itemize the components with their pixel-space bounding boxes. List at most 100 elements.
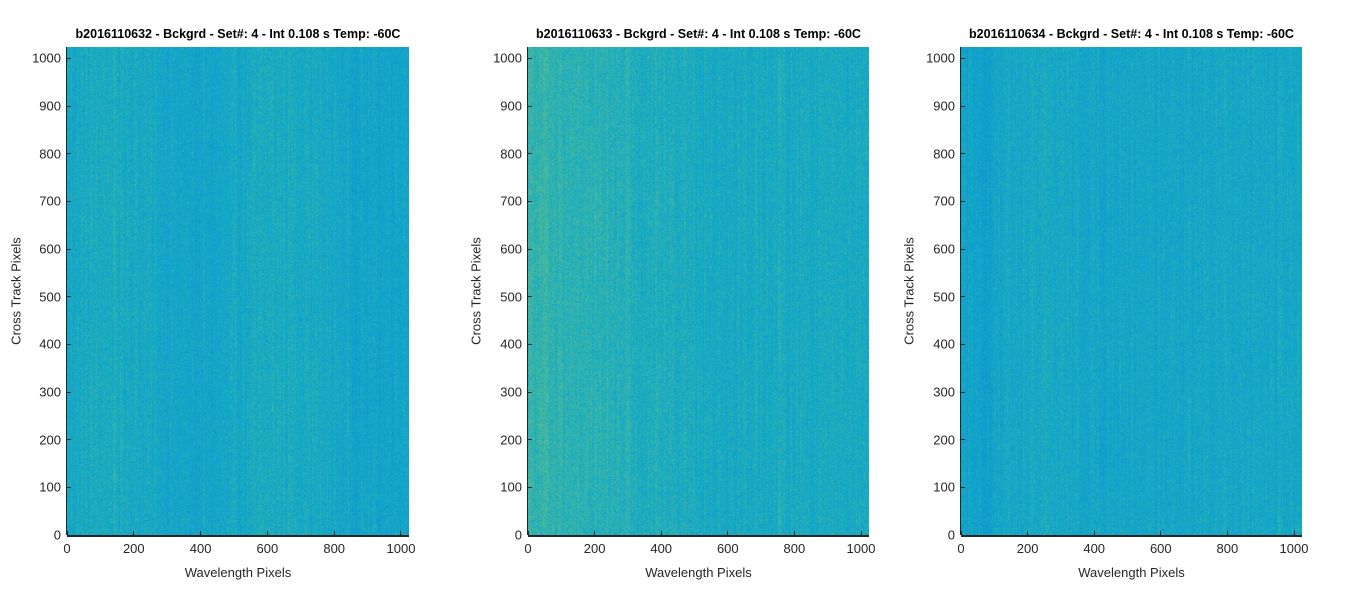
x-axis-label: Wavelength Pixels: [1078, 565, 1185, 580]
x-tick-label: 1000: [846, 541, 876, 556]
chart-title: b2016110633 - Bckgrd - Set#: 4 - Int 0.1…: [536, 27, 861, 41]
y-tick: [67, 200, 71, 202]
y-tick: [67, 296, 71, 298]
x-tick: [1293, 531, 1295, 535]
x-axis-line: [961, 535, 1302, 537]
y-tick: [67, 439, 71, 441]
y-tick-label: 500: [500, 289, 522, 305]
x-tick-label: 200: [1016, 541, 1039, 556]
x-tick-label: 0: [524, 541, 532, 556]
x-tick: [133, 531, 135, 535]
y-tick-label: 600: [500, 241, 522, 257]
x-tick-label: 400: [189, 541, 212, 556]
y-tick-label: 1000: [32, 50, 61, 66]
y-tick-label: 300: [500, 384, 522, 400]
y-tick-label: 1000: [493, 50, 522, 66]
x-tick-label: 400: [650, 541, 673, 556]
y-tick-label: 700: [39, 193, 61, 209]
y-tick: [67, 391, 71, 393]
y-tick-label: 700: [933, 193, 955, 209]
x-tick-label: 1000: [386, 541, 416, 556]
y-tick: [528, 105, 532, 107]
y-tick: [961, 153, 965, 155]
x-tick: [793, 531, 795, 535]
y-axis-label: Cross Track Pixels: [8, 237, 24, 345]
x-tick: [200, 531, 202, 535]
y-tick: [528, 391, 532, 393]
y-tick-label: 100: [39, 479, 61, 495]
x-tick: [1027, 531, 1029, 535]
y-axis-line: [527, 47, 528, 535]
y-tick-label: 100: [933, 479, 955, 495]
y-tick-label: 0: [514, 527, 522, 543]
x-tick: [400, 531, 402, 535]
y-tick: [961, 343, 965, 345]
x-tick: [727, 531, 729, 535]
y-axis-line: [960, 47, 961, 535]
y-tick-label: 800: [500, 146, 522, 162]
y-tick-label: 900: [500, 98, 522, 114]
x-tick-label: 200: [583, 541, 606, 556]
x-axis-label: Wavelength Pixels: [645, 565, 752, 580]
y-axis-label: Cross Track Pixels: [468, 237, 484, 345]
y-tick: [67, 105, 71, 107]
y-axis-line: [66, 47, 67, 535]
y-tick: [528, 343, 532, 345]
y-tick-label: 600: [39, 241, 61, 257]
y-tick: [67, 57, 71, 59]
y-tick-label: 300: [933, 384, 955, 400]
x-axis-line: [528, 535, 869, 537]
y-tick: [961, 391, 965, 393]
chart-title: b2016110634 - Bckgrd - Set#: 4 - Int 0.1…: [969, 27, 1294, 41]
y-tick-label: 300: [39, 384, 61, 400]
y-tick-label: 800: [39, 146, 61, 162]
chart-title: b2016110632 - Bckgrd - Set#: 4 - Int 0.1…: [75, 27, 401, 41]
x-tick: [1160, 531, 1162, 535]
x-tick-label: 800: [323, 541, 346, 556]
y-tick: [961, 296, 965, 298]
y-tick: [961, 105, 965, 107]
y-tick-label: 200: [933, 432, 955, 448]
x-tick-label: 600: [1149, 541, 1172, 556]
y-tick-label: 100: [500, 479, 522, 495]
x-tick: [660, 531, 662, 535]
y-tick: [67, 486, 71, 488]
x-tick: [1226, 531, 1228, 535]
y-tick-label: 400: [500, 336, 522, 352]
y-tick: [67, 153, 71, 155]
heatmap-image: [961, 47, 1302, 535]
y-tick-label: 200: [39, 432, 61, 448]
y-tick-label: 700: [500, 193, 522, 209]
y-tick-label: 0: [53, 527, 61, 543]
y-tick: [528, 200, 532, 202]
y-tick: [961, 248, 965, 250]
heatmap-image: [528, 47, 869, 535]
y-tick: [961, 486, 965, 488]
y-axis-label: Cross Track Pixels: [901, 237, 917, 345]
y-tick: [67, 248, 71, 250]
x-tick-label: 800: [783, 541, 806, 556]
x-tick: [594, 531, 596, 535]
x-tick-label: 1000: [1279, 541, 1309, 556]
x-tick: [333, 531, 335, 535]
x-axis-label: Wavelength Pixels: [184, 565, 292, 580]
y-tick: [528, 296, 532, 298]
x-tick-label: 600: [256, 541, 279, 556]
x-tick: [1093, 531, 1095, 535]
x-tick-label: 800: [1216, 541, 1239, 556]
y-tick-label: 500: [933, 289, 955, 305]
y-tick-label: 600: [933, 241, 955, 257]
x-tick: [66, 531, 68, 535]
x-tick-label: 200: [122, 541, 145, 556]
y-tick: [528, 57, 532, 59]
y-tick: [67, 534, 71, 536]
x-tick: [266, 531, 268, 535]
y-tick: [961, 534, 965, 536]
y-tick-label: 800: [933, 146, 955, 162]
y-tick-label: 900: [933, 98, 955, 114]
x-tick-label: 400: [1083, 541, 1106, 556]
x-tick-label: 600: [716, 541, 739, 556]
x-tick-label: 0: [957, 541, 965, 556]
y-tick: [528, 486, 532, 488]
